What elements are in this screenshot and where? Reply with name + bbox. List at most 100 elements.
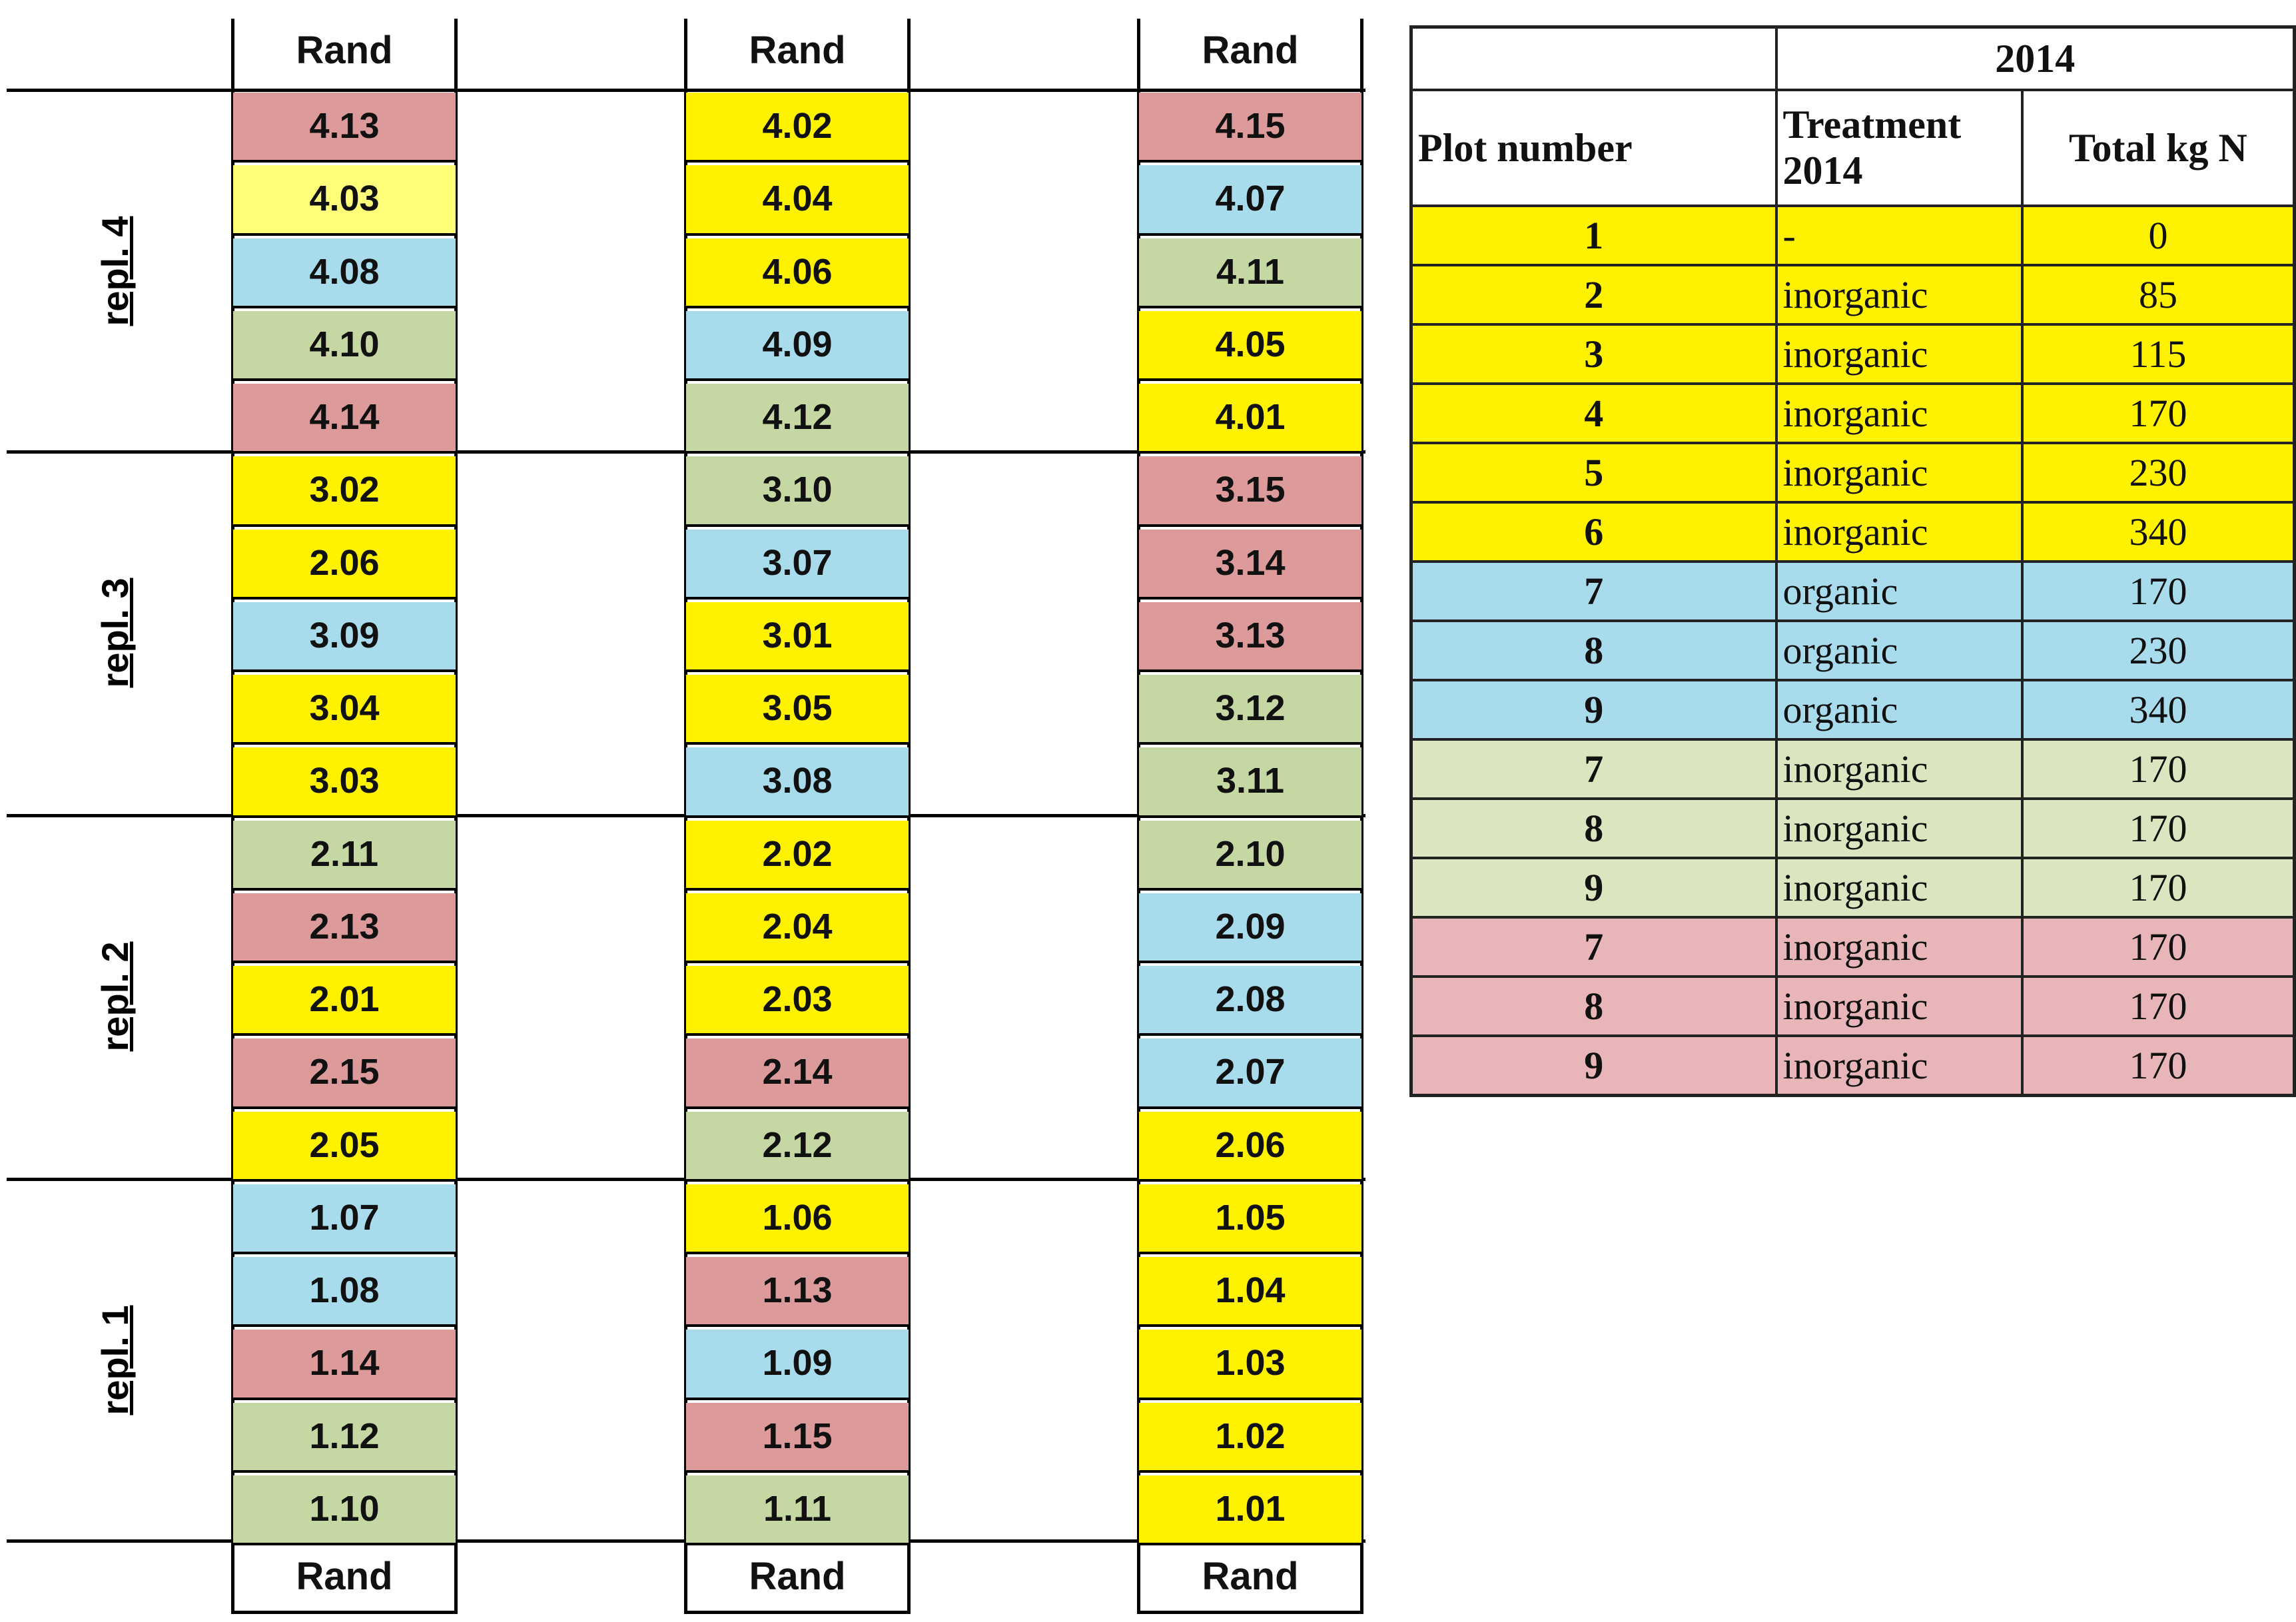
table-row: 7 inorganic 170 xyxy=(1409,738,2296,800)
plot-cell: 2.06 xyxy=(1139,1111,1361,1182)
plot-cell: 2.11 xyxy=(233,820,456,891)
plot-cell: 3.04 xyxy=(233,675,456,745)
plot-cell: 2.15 xyxy=(233,1038,456,1109)
table-row: 8 organic 230 xyxy=(1409,619,2296,681)
treatment-cell: inorganic xyxy=(1774,323,2024,385)
plot-cell: 3.14 xyxy=(1139,529,1361,600)
plot-cell: 1.04 xyxy=(1139,1257,1361,1328)
column-border-right xyxy=(454,19,458,1614)
plot-number-cell: 4 xyxy=(1409,382,1778,444)
treatment-cell: inorganic xyxy=(1774,501,2024,563)
plot-cell: 4.15 xyxy=(1139,93,1361,163)
plot-cell: 3.01 xyxy=(686,602,909,672)
plot-number-cell: 7 xyxy=(1409,916,1778,978)
plot-cell: 4.10 xyxy=(233,310,456,381)
table-row: 4 inorganic 170 xyxy=(1409,382,2296,444)
total-kg-n-cell: 170 xyxy=(2020,1034,2296,1097)
plot-cell: 4.07 xyxy=(1139,165,1361,236)
treatment-cell: organic xyxy=(1774,679,2024,741)
plot-cell: 1.02 xyxy=(1139,1402,1361,1473)
plot-cell: 3.03 xyxy=(233,747,456,818)
plot-cell: 1.11 xyxy=(686,1475,909,1545)
plot-cell: 4.03 xyxy=(233,165,456,236)
plot-cell: 2.13 xyxy=(233,893,456,963)
table-row: 8 inorganic 170 xyxy=(1409,797,2296,859)
table-row: 2 inorganic 85 xyxy=(1409,264,2296,326)
plot-cell: 1.10 xyxy=(233,1475,456,1545)
column-bottom-border xyxy=(684,1611,911,1614)
plot-cell: 2.05 xyxy=(233,1111,456,1182)
plot-cell: 1.07 xyxy=(233,1184,456,1254)
treatment-table-body: 1-0 2 inorganic 85 3 inorganic 115 4 inorganic 17… xyxy=(1409,204,2296,1097)
total-kg-n-cell: 340 xyxy=(2020,679,2296,741)
total-kg-n-cell: 170 xyxy=(2020,857,2296,919)
table-row: 9 inorganic 170 xyxy=(1409,857,2296,919)
plot-cell: 1.14 xyxy=(233,1330,456,1400)
total-kg-n-cell: 0 xyxy=(2020,204,2296,266)
treatment-cell: inorganic xyxy=(1774,916,2024,978)
plot-number-cell: 1 xyxy=(1409,204,1778,266)
replicate-label: repl. 4 xyxy=(94,216,136,326)
plot-cell: 3.10 xyxy=(686,456,909,527)
plot-number-cell: 8 xyxy=(1409,797,1778,859)
plot-cell: 3.12 xyxy=(1139,675,1361,745)
treatment-cell: organic xyxy=(1774,619,2024,681)
plot-cell: 4.06 xyxy=(686,238,909,308)
plot-cell: 4.14 xyxy=(233,384,456,454)
table-row: 6 inorganic 340 xyxy=(1409,501,2296,563)
plot-cell: 2.07 xyxy=(1139,1038,1361,1109)
total-kg-n-cell: 170 xyxy=(2020,560,2296,622)
total-kg-n-cell: 170 xyxy=(2020,916,2296,978)
total-kg-n-cell: 115 xyxy=(2020,323,2296,385)
plot-cell: 4.11 xyxy=(1139,238,1361,308)
plot-cell: 2.01 xyxy=(233,966,456,1036)
plot-cell: 1.06 xyxy=(686,1184,909,1254)
plot-number-cell: 7 xyxy=(1409,560,1778,622)
plot-number-cell: 8 xyxy=(1409,619,1778,681)
rand-label-bottom: Rand xyxy=(296,1555,393,1598)
plot-cell: 1.01 xyxy=(1139,1475,1361,1545)
column-border-left xyxy=(1137,19,1140,1614)
rand-label-top: Rand xyxy=(296,29,393,72)
plot-cell: 1.08 xyxy=(233,1257,456,1328)
plot-cell: 3.05 xyxy=(686,675,909,745)
table-row: 7 inorganic 170 xyxy=(1409,916,2296,978)
rand-label-top: Rand xyxy=(749,29,846,72)
treatment-cell: inorganic xyxy=(1774,857,2024,919)
total-kg-n-cell: 340 xyxy=(2020,501,2296,563)
treatment-header: Treatment 2014 xyxy=(1774,89,2024,207)
plot-cell: 1.13 xyxy=(686,1257,909,1328)
plot-cell: 2.12 xyxy=(686,1111,909,1182)
total-kg-n-cell: 230 xyxy=(2020,442,2296,504)
rand-label-bottom: Rand xyxy=(1202,1555,1299,1598)
table-corner-cell xyxy=(1409,25,1778,91)
plot-number-cell: 5 xyxy=(1409,442,1778,504)
treatment-cell: inorganic xyxy=(1774,442,2024,504)
replicate-label: repl. 1 xyxy=(94,1305,136,1416)
plot-cell: 4.12 xyxy=(686,384,909,454)
table-year-row: 2014 xyxy=(1409,25,2296,91)
plot-cell: 1.12 xyxy=(233,1402,456,1473)
total-kg-n-header: Total kg N xyxy=(2020,89,2296,207)
plot-number-cell: 3 xyxy=(1409,323,1778,385)
total-kg-n-cell: 85 xyxy=(2020,264,2296,326)
plot-cell: 1.05 xyxy=(1139,1184,1361,1254)
treatment-cell: inorganic xyxy=(1774,797,2024,859)
plot-number-cell: 9 xyxy=(1409,857,1778,919)
total-kg-n-cell: 170 xyxy=(2020,975,2296,1037)
plot-cell: 2.08 xyxy=(1139,966,1361,1036)
total-kg-n-cell: 170 xyxy=(2020,797,2296,859)
table-row: 7 organic 170 xyxy=(1409,560,2296,622)
plot-cell: 3.07 xyxy=(686,529,909,600)
plot-cell: 4.13 xyxy=(233,93,456,163)
year-header: 2014 xyxy=(1774,25,2296,91)
total-kg-n-cell: 170 xyxy=(2020,382,2296,444)
table-header-row: Plot number Treatment 2014 Total kg N xyxy=(1409,89,2296,207)
treatment-table: 2014 Plot number Treatment 2014 Total kg… xyxy=(1409,25,2296,1097)
plot-cell: 2.02 xyxy=(686,820,909,891)
rand-label-top: Rand xyxy=(1202,29,1299,72)
plot-cell: 3.09 xyxy=(233,602,456,672)
plot-cell: 2.14 xyxy=(686,1038,909,1109)
plot-cell: 2.09 xyxy=(1139,893,1361,963)
treatment-cell: inorganic xyxy=(1774,975,2024,1037)
